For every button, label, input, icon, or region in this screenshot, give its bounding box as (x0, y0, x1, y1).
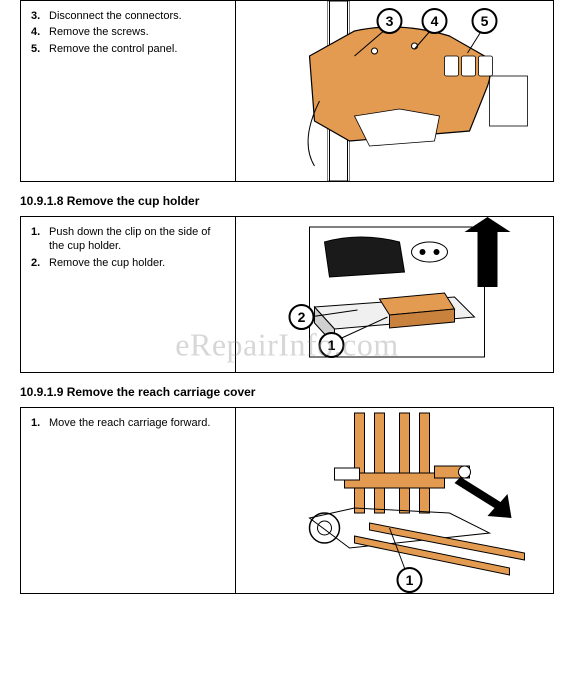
section-reach-carriage: 1. Move the reach carriage forward. (0, 407, 574, 594)
svg-text:2: 2 (298, 309, 306, 325)
step-number: 1. (31, 225, 49, 254)
step-number: 5. (31, 42, 49, 56)
step-row: 4. Remove the screws. (31, 25, 225, 39)
illustration-cup-holder: 2 1 (236, 217, 553, 372)
svg-text:1: 1 (406, 572, 414, 588)
step-row: 1. Move the reach carriage forward. (31, 416, 225, 430)
section-control-panel: 3. Disconnect the connectors. 4. Remove … (0, 0, 574, 182)
svg-text:3: 3 (386, 13, 394, 29)
svg-text:5: 5 (481, 13, 489, 29)
illustration-control-panel: 3 4 5 (236, 1, 553, 181)
step-number: 4. (31, 25, 49, 39)
heading-cup-holder: 10.9.1.8 Remove the cup holder (20, 194, 574, 208)
instruction-panel-3: 1. Move the reach carriage forward. (20, 407, 554, 594)
step-row: 1. Push down the clip on the side of the… (31, 225, 225, 254)
step-text: Remove the cup holder. (49, 256, 225, 270)
heading-reach-carriage: 10.9.1.9 Remove the reach carriage cover (20, 385, 574, 399)
step-row: 5. Remove the control panel. (31, 42, 225, 56)
steps-column-3: 1. Move the reach carriage forward. (21, 408, 236, 593)
svg-text:4: 4 (431, 13, 439, 29)
steps-column-2: 1. Push down the clip on the side of the… (21, 217, 236, 372)
step-row: 3. Disconnect the connectors. (31, 9, 225, 23)
step-number: 3. (31, 9, 49, 23)
section-cup-holder: 1. Push down the clip on the side of the… (0, 216, 574, 373)
step-number: 1. (31, 416, 49, 430)
step-text: Disconnect the connectors. (49, 9, 225, 23)
step-row: 2. Remove the cup holder. (31, 256, 225, 270)
instruction-panel-2: 1. Push down the clip on the side of the… (20, 216, 554, 373)
step-text: Move the reach carriage forward. (49, 416, 225, 430)
step-text: Remove the control panel. (49, 42, 225, 56)
step-text: Remove the screws. (49, 25, 225, 39)
steps-column-1: 3. Disconnect the connectors. 4. Remove … (21, 1, 236, 181)
step-text: Push down the clip on the side of the cu… (49, 225, 225, 254)
svg-text:1: 1 (328, 337, 336, 353)
instruction-panel-1: 3. Disconnect the connectors. 4. Remove … (20, 0, 554, 182)
step-number: 2. (31, 256, 49, 270)
illustration-reach-carriage: 1 (236, 408, 553, 593)
